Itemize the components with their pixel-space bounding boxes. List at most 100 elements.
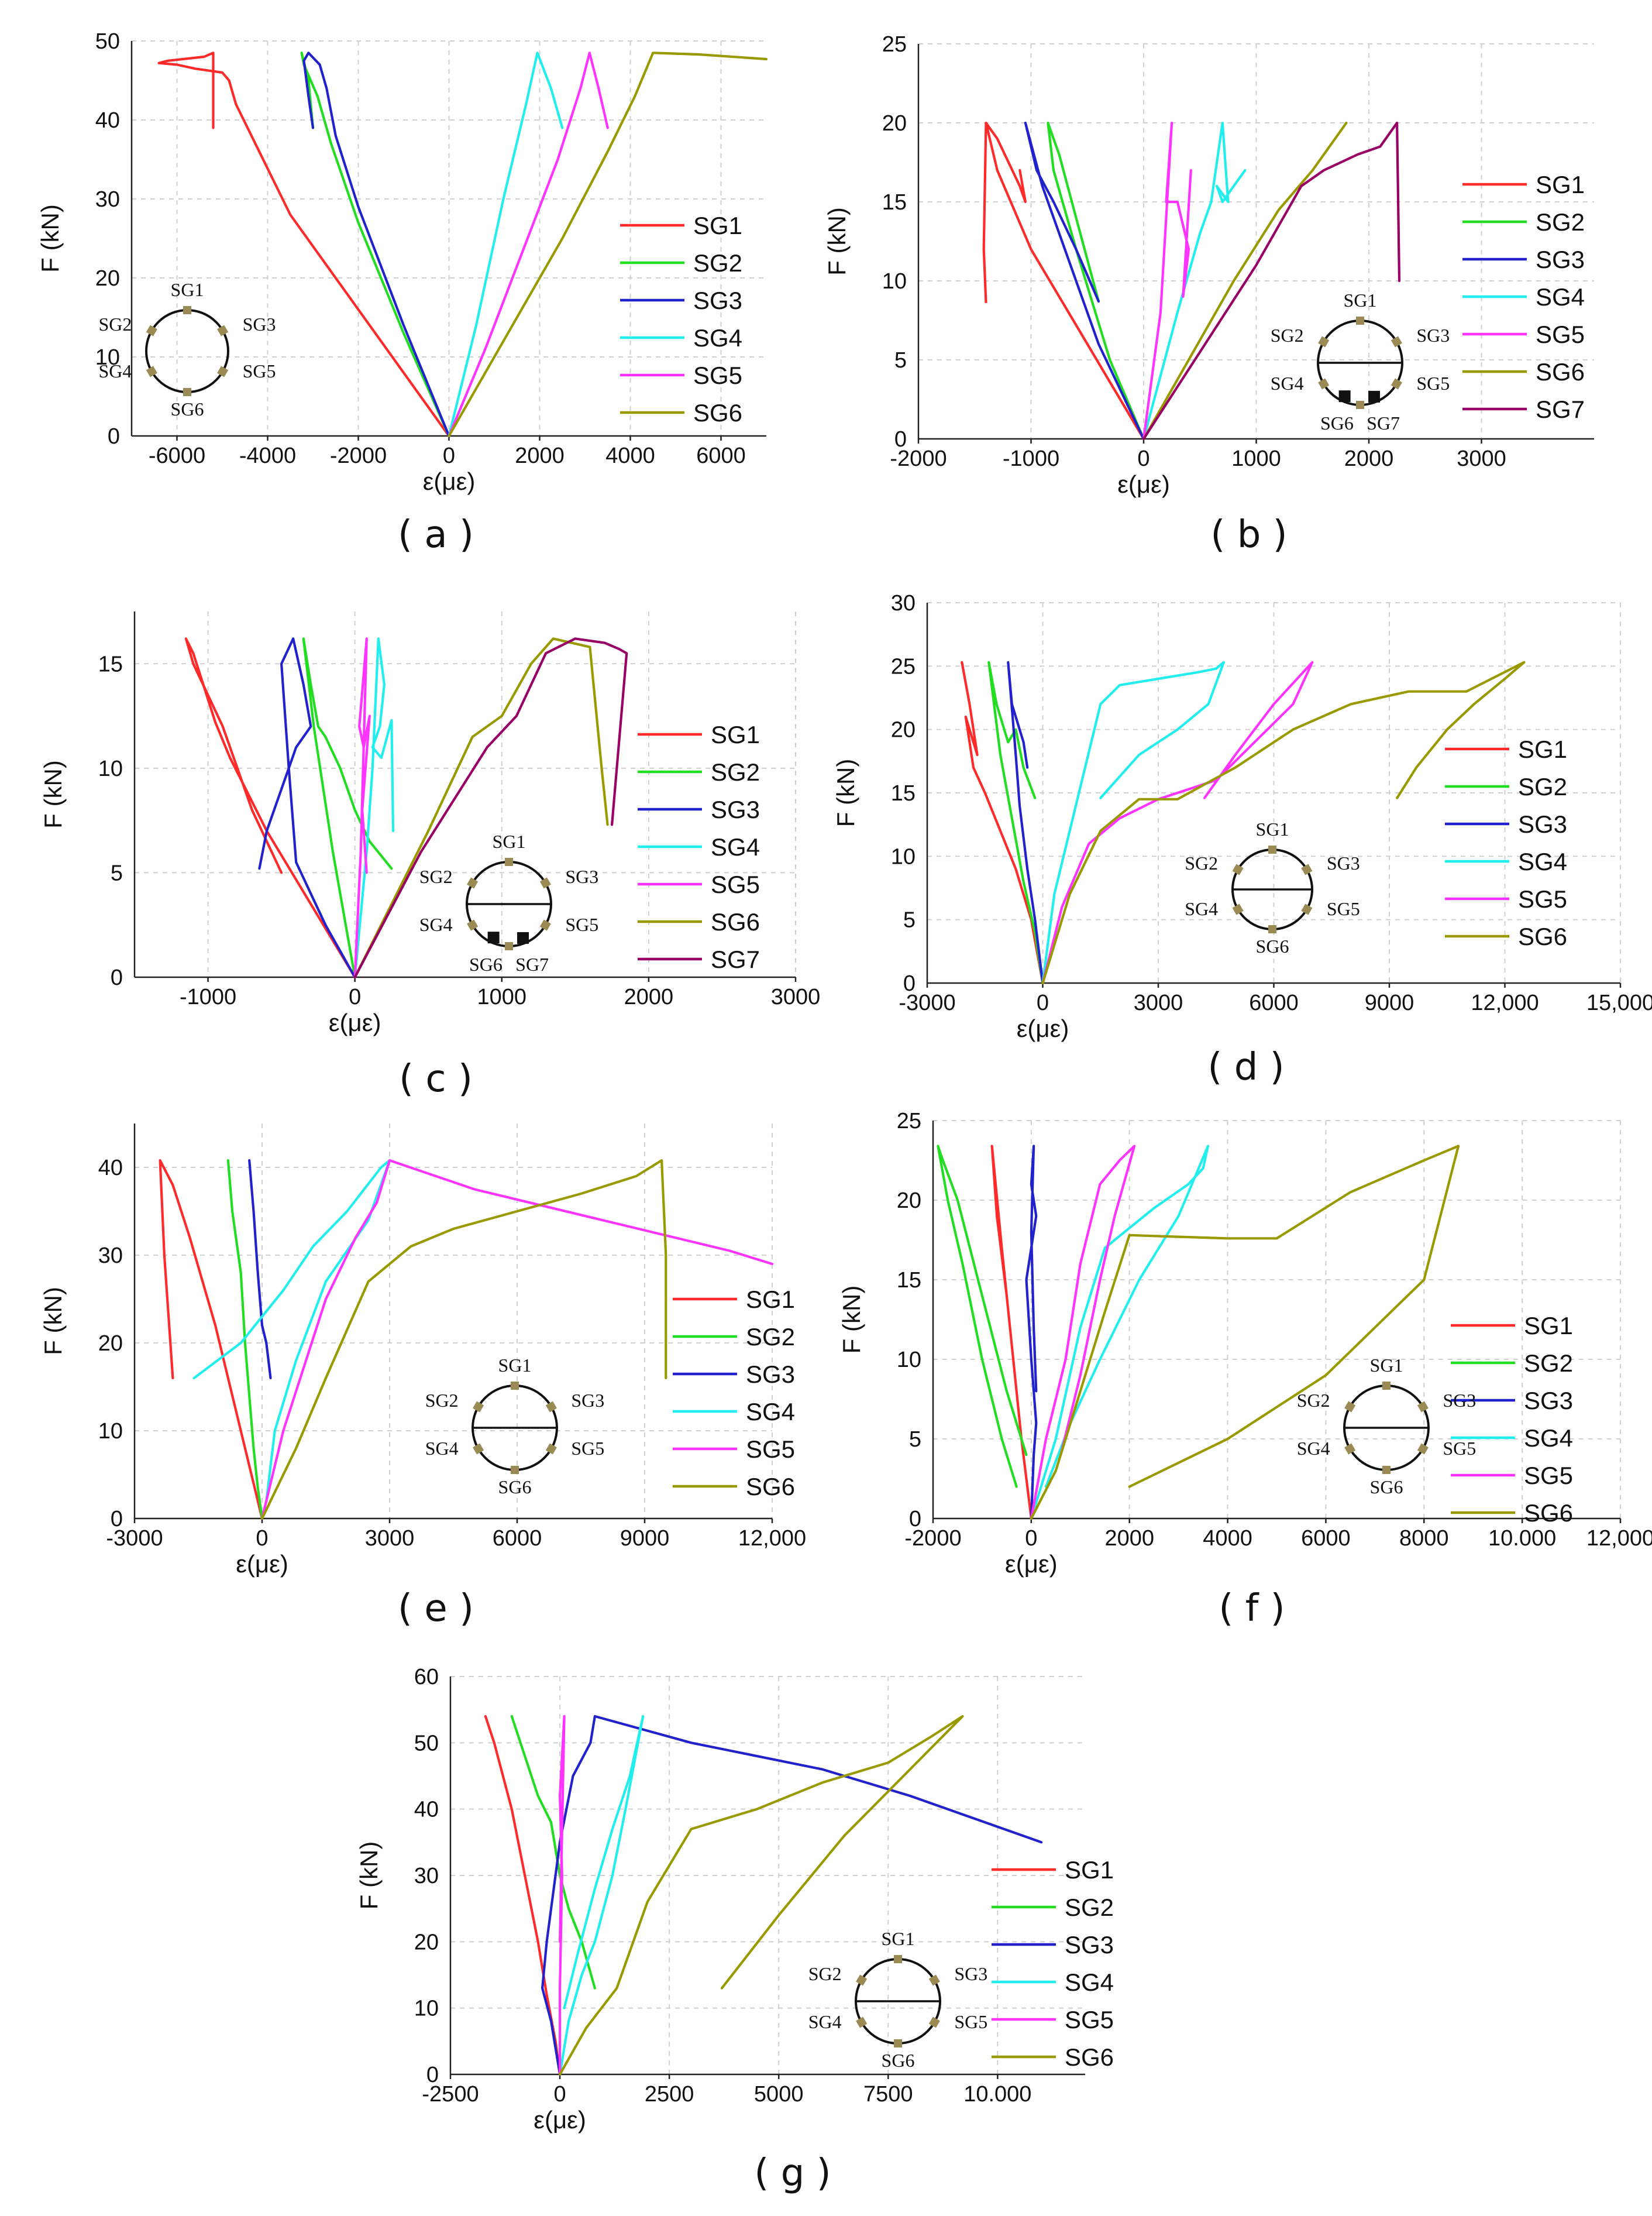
y-tick-label: 20 xyxy=(98,1331,123,1356)
y-tick-label: 0 xyxy=(111,1507,123,1531)
series-line-sg4 xyxy=(192,1159,391,1503)
x-tick-label: 2000 xyxy=(515,444,565,468)
chart-panel-g: -2500 0 2500 5000 7500 10.0000102030405060ε(μ… xyxy=(355,1665,1114,2195)
series-line-sg2 xyxy=(226,1159,264,1520)
legend-label-sg3: SG3 xyxy=(1536,246,1585,273)
legend-label-sg6: SG6 xyxy=(746,1473,795,1500)
gauge-label-sg4: SG4 xyxy=(808,2011,842,2032)
series-line-sg6 xyxy=(1041,661,1526,984)
gauge-label-sg6: SG6 xyxy=(469,954,503,975)
y-tick-label: 30 xyxy=(891,591,916,616)
x-tick-label: 8000 xyxy=(1399,1526,1449,1551)
gauge-marker-sg3 xyxy=(217,325,229,336)
y-tick-label: 25 xyxy=(897,1109,921,1133)
support-block xyxy=(1338,390,1351,403)
gauge-label-sg6: SG6 xyxy=(1370,1476,1403,1497)
gauge-marker-sg6 xyxy=(505,942,513,950)
legend-label-sg5: SG5 xyxy=(1065,2006,1114,2033)
gauge-label-sg5: SG5 xyxy=(571,1438,604,1459)
y-tick-label: 20 xyxy=(414,1930,439,1954)
y-tick-label: 0 xyxy=(909,1507,921,1531)
gauge-marker-sg2 xyxy=(473,1401,484,1413)
series-line-sg4 xyxy=(558,1715,645,2076)
x-tick-label: 0 xyxy=(1137,446,1149,471)
x-tick-label: -1000 xyxy=(180,985,236,1009)
x-tick-label: 10.000 xyxy=(1488,1526,1556,1551)
legend-label-sg5: SG5 xyxy=(746,1435,795,1463)
chart-panel-a: -6000 -4000 -2000 0 2000 4000 6000 0 10 20 30 40 50 ε… xyxy=(36,29,768,556)
chart-panel-d: -3000 0 3000 6000 9000 12,000 15,0000510152025… xyxy=(832,591,1652,1089)
series-line-sg2 xyxy=(510,1715,597,1990)
gauge-inset: SG1 SG2 SG3 SG4 SG5 SG6 xyxy=(98,279,276,420)
x-tick-label: 4000 xyxy=(1203,1526,1252,1551)
gauge-label-sg4: SG4 xyxy=(1271,373,1304,394)
series-line-sg5 xyxy=(1041,661,1314,984)
gauge-label-sg2: SG2 xyxy=(808,1963,842,1984)
gauge-marker-sg4 xyxy=(467,919,479,931)
series-line-sg4 xyxy=(448,51,564,437)
gauge-label-sg7: SG7 xyxy=(515,954,549,975)
y-tick-label: 5 xyxy=(111,861,123,885)
gauge-label-sg6: SG6 xyxy=(882,2050,915,2071)
legend-label-sg6: SG6 xyxy=(1065,2043,1114,2071)
gauge-marker-sg2 xyxy=(1232,864,1244,875)
x-tick-label: 7500 xyxy=(863,2082,913,2107)
gauge-marker-sg5 xyxy=(217,366,229,377)
y-tick-label: 5 xyxy=(894,348,907,373)
gauge-label-sg2: SG2 xyxy=(425,1390,459,1411)
legend-label-sg4: SG4 xyxy=(1536,283,1585,311)
x-tick-label: 2000 xyxy=(1344,446,1394,471)
y-tick-label: 40 xyxy=(95,108,120,133)
series-line-sg7 xyxy=(353,637,628,978)
series-line-sg2 xyxy=(937,1145,1028,1488)
chart-panel-f: -2000 0 2000 4000 6000 8000 10.000 12,000051015… xyxy=(838,1109,1652,1630)
x-tick-label: 2000 xyxy=(1104,1526,1154,1551)
series-line-sg4 xyxy=(1041,661,1225,984)
y-tick-label: 10 xyxy=(95,345,120,370)
series-line-sg1 xyxy=(159,1159,264,1520)
legend-label-sg5: SG5 xyxy=(1524,1462,1573,1489)
series-line-sg3 xyxy=(541,1715,1043,2076)
x-tick-label: 6000 xyxy=(1249,991,1299,1015)
x-tick-label: -3000 xyxy=(106,1526,163,1551)
gauge-label-sg4: SG4 xyxy=(419,914,453,935)
legend-label-sg7: SG7 xyxy=(1536,396,1585,423)
series-line-sg3 xyxy=(1024,121,1145,440)
series-line-sg1 xyxy=(157,51,450,437)
y-tick-label: 25 xyxy=(882,32,907,57)
gauge-label-sg5: SG5 xyxy=(1327,898,1360,919)
series-line-sg6 xyxy=(353,637,609,978)
series-line-sg6 xyxy=(1030,1145,1460,1520)
series-line-sg5 xyxy=(1142,121,1192,440)
support-block xyxy=(487,932,500,944)
gauge-marker-sg6 xyxy=(511,1466,519,1474)
series-line-sg3 xyxy=(1007,661,1044,984)
gauge-label-sg5: SG5 xyxy=(1416,373,1450,394)
x-tick-label: 3000 xyxy=(771,985,821,1009)
x-tick-label: 4000 xyxy=(605,444,655,468)
gauge-marker-sg3 xyxy=(928,1974,940,1986)
gauge-marker-sg2 xyxy=(467,877,479,889)
x-axis-label: ε(με) xyxy=(1005,1550,1058,1578)
gauge-marker-sg4 xyxy=(146,366,157,377)
gauge-marker-sg2 xyxy=(1344,1401,1356,1413)
series-line-sg3 xyxy=(258,637,356,978)
y-tick-label: 60 xyxy=(414,1665,439,1689)
gauge-marker-sg5 xyxy=(539,919,551,931)
gauge-label-sg1: SG1 xyxy=(493,831,526,852)
y-axis-label: F (kN) xyxy=(823,207,851,276)
x-tick-label: 1000 xyxy=(477,985,527,1009)
series-line-sg6 xyxy=(260,1159,667,1520)
legend-label-sg6: SG6 xyxy=(711,908,760,936)
x-tick-label: 6000 xyxy=(1301,1526,1351,1551)
x-tick-label: -4000 xyxy=(239,444,296,468)
legend-label-sg2: SG2 xyxy=(746,1323,795,1351)
gauge-marker-sg4 xyxy=(856,2016,868,2028)
gauge-label-sg5: SG5 xyxy=(1443,1438,1476,1459)
gauge-marker-sg4 xyxy=(1344,1443,1356,1455)
x-axis-label: ε(με) xyxy=(1017,1015,1069,1042)
x-tick-label: 6000 xyxy=(696,444,746,468)
y-tick-label: 0 xyxy=(111,966,123,990)
x-tick-label: 3000 xyxy=(1134,991,1183,1015)
